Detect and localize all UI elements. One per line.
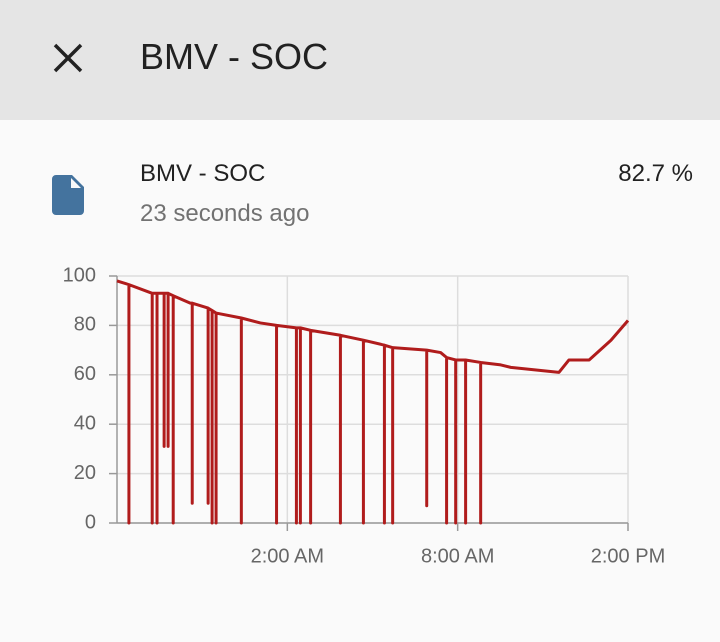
x-tick-label: 8:00 AM [421,545,494,567]
last-changed: 23 seconds ago [140,200,310,227]
close-icon[interactable] [52,42,84,74]
y-tick-label: 80 [74,314,96,336]
entity-name: BMV - SOC [140,160,266,187]
y-tick-label: 0 [85,511,96,533]
chart: 0 20 40 60 80 100 2:00 AM 8:00 AM 2:00 PM [63,264,666,567]
y-tick-label: 100 [63,264,96,286]
y-tick-label: 40 [74,412,96,434]
entity-state: 82.7 % [618,160,693,187]
y-tick-label: 20 [74,462,96,484]
x-tick-label: 2:00 PM [591,545,665,567]
header: BMV - SOC [0,0,720,120]
x-tick-label: 2:00 AM [251,545,324,567]
y-tick-label: 60 [74,363,96,385]
file-icon [52,175,84,215]
data-line [116,279,630,525]
dialog-title: BMV - SOC [140,36,329,77]
